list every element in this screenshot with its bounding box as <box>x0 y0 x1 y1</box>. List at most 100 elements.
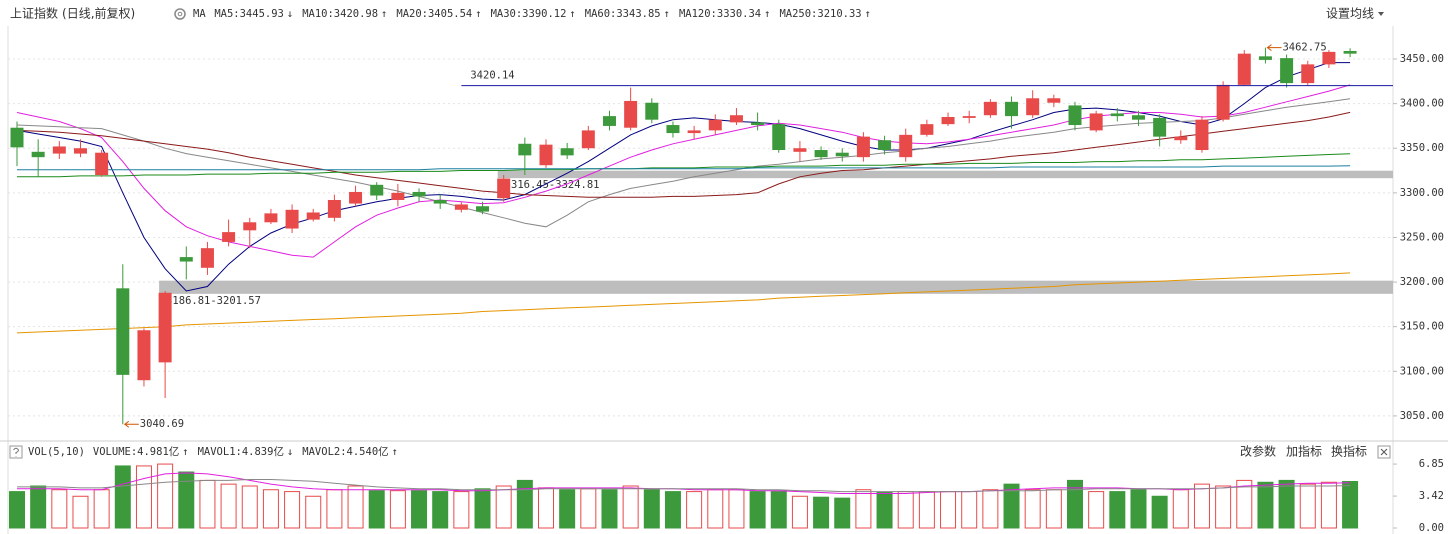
y-tick-label: 3250.00 <box>1400 231 1444 243</box>
settings-icon[interactable] <box>174 8 186 20</box>
candle-body <box>602 116 616 126</box>
volume-bar <box>1215 485 1232 529</box>
volume-bar <box>791 495 808 529</box>
extreme-label: 3462.75 <box>1282 42 1326 54</box>
candle-body <box>476 206 490 212</box>
volume-bar <box>72 495 89 529</box>
candle-body <box>222 232 236 242</box>
candle-body <box>73 148 87 154</box>
candle-body <box>899 134 913 158</box>
volume-bar <box>686 491 703 529</box>
moving-average-line <box>17 165 1351 171</box>
candle-body <box>1343 50 1357 54</box>
price-band <box>159 280 1393 294</box>
volume-bar <box>728 489 745 529</box>
candle-body <box>179 257 193 262</box>
volume-bar <box>897 491 914 529</box>
volume-bar <box>220 483 237 529</box>
legend-label: MAVOL2:4.540亿 <box>302 445 388 458</box>
ma-settings[interactable]: 设置均线 <box>1326 7 1374 21</box>
y-tick-label: 3450.00 <box>1400 53 1444 65</box>
volume-bar <box>559 489 576 529</box>
legend-trend: ↑ <box>865 8 871 20</box>
candle-body <box>454 204 468 210</box>
help-icon[interactable] <box>13 447 20 457</box>
volume-bar <box>135 465 152 529</box>
volume-bar <box>368 490 385 529</box>
level-label: 3420.14 <box>470 70 514 82</box>
volume-bar <box>538 487 554 529</box>
candle-body <box>1026 98 1040 116</box>
y-tick-label: 3350.00 <box>1400 142 1444 154</box>
candle-body <box>624 100 638 128</box>
volume-bar <box>1109 491 1126 529</box>
volume-bar <box>834 497 851 529</box>
legend-label: MAVOL1:4.839亿 <box>198 445 284 458</box>
candle-body <box>1301 64 1315 84</box>
y-tick-label: 3050.00 <box>1400 410 1444 422</box>
candle-body <box>391 192 405 200</box>
volume-bar <box>876 492 893 529</box>
candle-body <box>95 152 109 176</box>
volume-bar <box>1172 489 1189 529</box>
volume-bar <box>961 491 978 529</box>
button[interactable]: 改参数 <box>1240 444 1276 459</box>
candle-body <box>941 117 955 125</box>
moving-average-line <box>16 272 1351 334</box>
dropdown-arrow[interactable] <box>1378 12 1384 16</box>
volume-bar <box>411 490 428 529</box>
candle-body <box>1216 84 1230 120</box>
legend-trend: ↑ <box>475 8 481 20</box>
candle-body <box>370 184 384 196</box>
candle-body <box>1047 98 1061 103</box>
volume-bar <box>516 479 533 529</box>
candle-body <box>1110 113 1124 117</box>
volume-bar <box>1257 481 1274 529</box>
candle-body <box>751 122 765 126</box>
candle-body <box>645 102 659 120</box>
volume-bar <box>284 491 301 529</box>
legend-trend: ↓ <box>287 8 293 20</box>
volume-bar <box>1088 491 1105 529</box>
volume-bar <box>1024 489 1041 529</box>
candle-body <box>10 127 24 148</box>
candle-body <box>1174 136 1188 141</box>
volume-bar <box>1278 479 1295 529</box>
button[interactable]: 加指标 <box>1286 444 1322 459</box>
volume-bar <box>643 489 660 529</box>
close-button[interactable] <box>1377 445 1391 459</box>
button[interactable]: 换指标 <box>1331 444 1367 459</box>
volume-bar <box>601 489 618 529</box>
volume-bar <box>1045 489 1062 529</box>
volume-bar <box>707 489 724 529</box>
candle-body <box>856 136 870 158</box>
candle-body <box>539 144 553 166</box>
volume-bar <box>918 491 935 529</box>
volume-bar <box>347 485 364 529</box>
volume-bar <box>1299 483 1316 529</box>
help-box[interactable] <box>9 445 23 459</box>
candle-body <box>772 124 786 151</box>
band-label: 3316.45-3324.81 <box>505 179 600 191</box>
index-title: 上证指数 <box>10 6 58 21</box>
candle-body <box>1280 58 1294 84</box>
volume-bar <box>1130 489 1147 529</box>
candle-body <box>52 146 66 154</box>
volume-bar <box>495 485 512 529</box>
volume-bar <box>1342 481 1359 529</box>
candle-body <box>158 292 172 363</box>
candle-body <box>1258 56 1272 60</box>
candle-body <box>1068 105 1082 126</box>
volume-bar <box>389 490 406 529</box>
candle-body <box>729 115 743 123</box>
volume-bar <box>940 491 957 529</box>
legend-trend: ↑ <box>381 8 387 20</box>
candle-body <box>1322 51 1336 65</box>
volume-bar <box>30 485 47 529</box>
y-tick-label: 6.85 <box>1419 458 1444 470</box>
volume-bar <box>474 488 491 529</box>
candle-body <box>412 191 426 197</box>
extreme-arrow <box>1266 44 1282 52</box>
